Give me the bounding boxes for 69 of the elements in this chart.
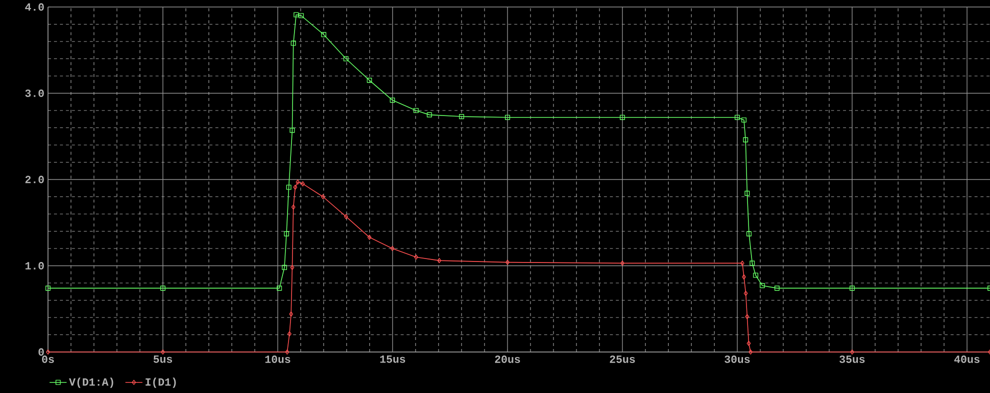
y-tick-label: 2.0 [25, 176, 44, 184]
point [746, 340, 751, 346]
point [284, 231, 290, 236]
point [734, 114, 740, 120]
point [774, 286, 780, 291]
point [760, 283, 765, 288]
point [740, 260, 744, 266]
x-tick-label: 25us [610, 356, 635, 363]
point [289, 312, 294, 317]
point [285, 349, 290, 355]
point [290, 128, 295, 133]
x-tick-label: 35us [840, 356, 865, 363]
point [744, 290, 748, 296]
point [414, 108, 419, 114]
x-tick-label: 30us [724, 356, 750, 363]
point [321, 194, 326, 200]
x-tick-label: 0s [42, 356, 54, 363]
point [286, 184, 292, 190]
x-tick-label: 15us [380, 356, 406, 363]
point [344, 214, 348, 220]
point [366, 78, 372, 83]
point [293, 184, 298, 190]
point [291, 204, 296, 210]
point [282, 264, 287, 270]
point [746, 231, 752, 236]
point [748, 349, 753, 355]
point [744, 190, 750, 196]
point [160, 349, 165, 355]
point [294, 12, 299, 18]
point [367, 234, 372, 240]
point [745, 314, 750, 320]
point [459, 114, 464, 120]
point [426, 112, 432, 118]
point [287, 331, 292, 336]
point [296, 180, 300, 185]
y-tick-label: 4.0 [25, 3, 44, 11]
x-tick-label: 40us [954, 356, 980, 363]
point [850, 286, 855, 291]
point [741, 117, 746, 123]
point [290, 40, 296, 46]
point [300, 181, 305, 186]
point [343, 56, 349, 62]
point [321, 32, 326, 38]
point [620, 114, 625, 120]
point [743, 137, 748, 142]
legend-label: V(D1:A) [69, 378, 114, 388]
x-tick-label: 10us [265, 356, 290, 363]
point [437, 258, 442, 264]
x-tick-label: 20us [495, 356, 520, 363]
point [414, 254, 418, 260]
point [850, 349, 854, 355]
point [750, 260, 755, 266]
point [390, 246, 394, 252]
point [620, 260, 624, 266]
point [506, 260, 510, 265]
point [276, 286, 282, 291]
point [390, 98, 395, 103]
point [290, 264, 294, 270]
y-tick-label: 0 [38, 348, 44, 356]
point [160, 286, 166, 291]
point [742, 274, 746, 280]
y-tick-label: 1.0 [25, 262, 44, 270]
y-tick-label: 3.0 [25, 90, 44, 97]
point [504, 114, 510, 120]
legend-label: I(D1) [146, 378, 176, 388]
point [45, 286, 51, 291]
point [753, 272, 758, 278]
point [298, 13, 304, 18]
x-tick-label: 5us [154, 356, 172, 363]
